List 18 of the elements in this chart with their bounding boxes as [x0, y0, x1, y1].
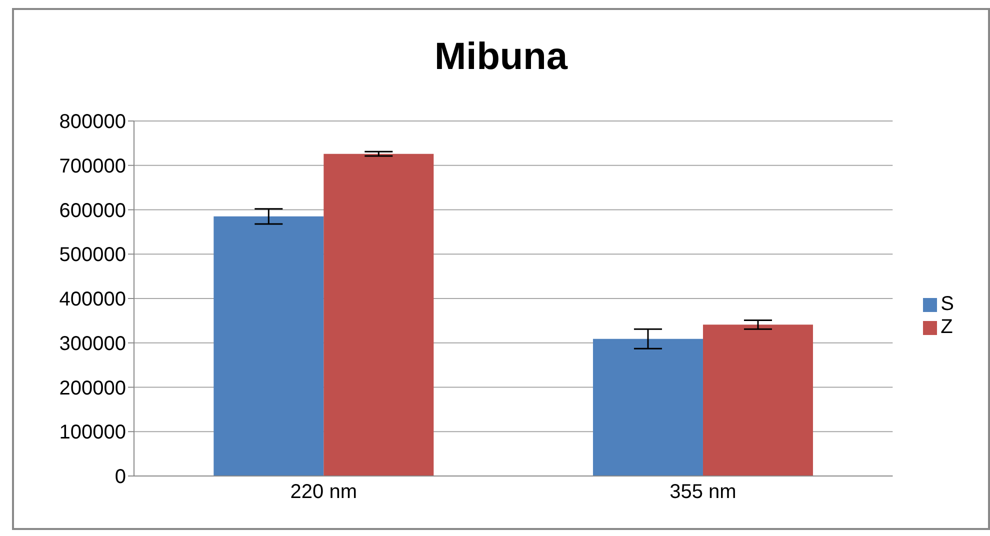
y-tick-label: 0 [114, 466, 126, 488]
y-tick-label: 400000 [59, 288, 126, 311]
bar [214, 216, 324, 476]
x-tick-label: 355 nm [670, 481, 736, 504]
legend-label: Z [940, 316, 953, 338]
chart-title: Mibuna [434, 36, 569, 80]
y-tick-label: 600000 [59, 200, 126, 222]
y-tick-label: 500000 [59, 244, 126, 266]
bar [592, 338, 703, 476]
y-tick-label: 300000 [59, 332, 126, 355]
y-tick-label: 200000 [59, 377, 126, 400]
y-tick-label: 800000 [59, 111, 126, 134]
y-tick-label: 100000 [59, 422, 126, 444]
legend-label: S [940, 293, 954, 315]
bar [324, 154, 434, 476]
x-tick-label: 220 nm [290, 481, 358, 504]
bar [702, 324, 813, 476]
y-tick-label: 700000 [59, 155, 126, 178]
